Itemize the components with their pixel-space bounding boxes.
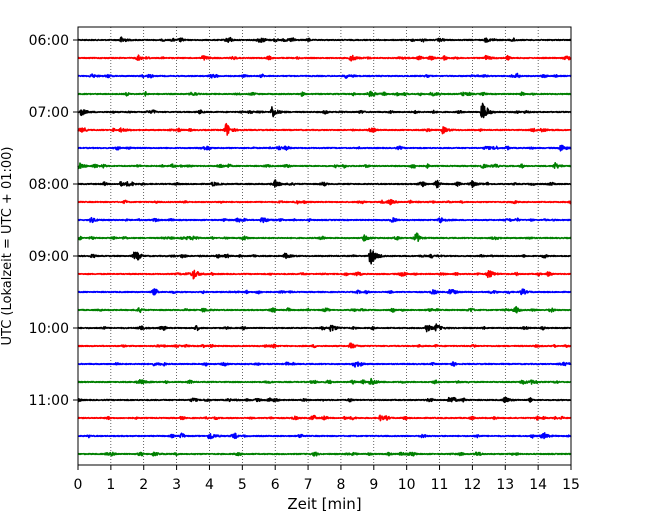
- x-tick-label: 7: [304, 477, 313, 493]
- y-tick-label: 06:00: [29, 33, 69, 49]
- y-tick-label: 07:00: [29, 105, 69, 121]
- x-tick-label: 8: [336, 477, 345, 493]
- trace-line: [77, 122, 572, 136]
- x-tick-label: 3: [172, 477, 181, 493]
- trace-line: [77, 361, 572, 368]
- trace-line: [77, 432, 572, 440]
- x-tick-label: 13: [496, 477, 514, 493]
- trace-line: [77, 72, 572, 79]
- y-tick-label: 10:00: [29, 321, 69, 337]
- x-tick-label: 14: [529, 477, 547, 493]
- trace-line: [77, 396, 572, 404]
- x-tick-label: 12: [463, 477, 481, 493]
- trace-line: [77, 179, 572, 189]
- x-tick-label: 1: [106, 477, 115, 493]
- trace-line: [77, 102, 572, 119]
- x-tick-label: 4: [205, 477, 214, 493]
- trace-line: [77, 414, 572, 422]
- plot-frame: [77, 26, 572, 466]
- x-axis-label: Zeit [min]: [287, 495, 361, 513]
- x-tick-label: 9: [369, 477, 378, 493]
- trace-line: [77, 36, 572, 44]
- x-tick-label: 11: [431, 477, 449, 493]
- trace-line: [77, 342, 572, 349]
- y-tick-label: 09:00: [29, 249, 69, 265]
- trace-line: [77, 249, 572, 265]
- trace-line: [77, 288, 572, 296]
- trace-line: [77, 377, 572, 385]
- x-axis: 0 1 2 3 4 5 6 7 8 9 10 11 12 13 14 15: [74, 465, 580, 493]
- x-tick-label: 10: [398, 477, 416, 493]
- trace-line: [77, 216, 572, 224]
- trace-line: [77, 232, 572, 243]
- trace-line: [77, 144, 572, 152]
- trace-line: [77, 54, 572, 62]
- x-tick-label: 15: [562, 477, 580, 493]
- trace-line: [77, 90, 572, 98]
- trace-line: [77, 323, 572, 333]
- y-tick-label: 11:00: [29, 393, 69, 409]
- trace-line: [77, 198, 572, 206]
- x-tick-label: 6: [271, 477, 280, 493]
- x-tick-label: 2: [139, 477, 148, 493]
- x-tick-label: 0: [74, 477, 83, 493]
- y-axis: 06:00 07:00 08:00 09:00 10:00 11:00: [29, 33, 78, 409]
- y-tick-label: 08:00: [29, 177, 69, 193]
- y-axis-label: UTC (Lokalzeit = UTC + 01:00): [0, 147, 15, 346]
- x-tick-label: 5: [238, 477, 247, 493]
- traces: [77, 36, 572, 457]
- trace-line: [77, 162, 572, 170]
- trace-line: [77, 451, 572, 457]
- trace-line: [77, 269, 572, 280]
- grid: [110, 27, 539, 465]
- trace-line: [77, 305, 572, 314]
